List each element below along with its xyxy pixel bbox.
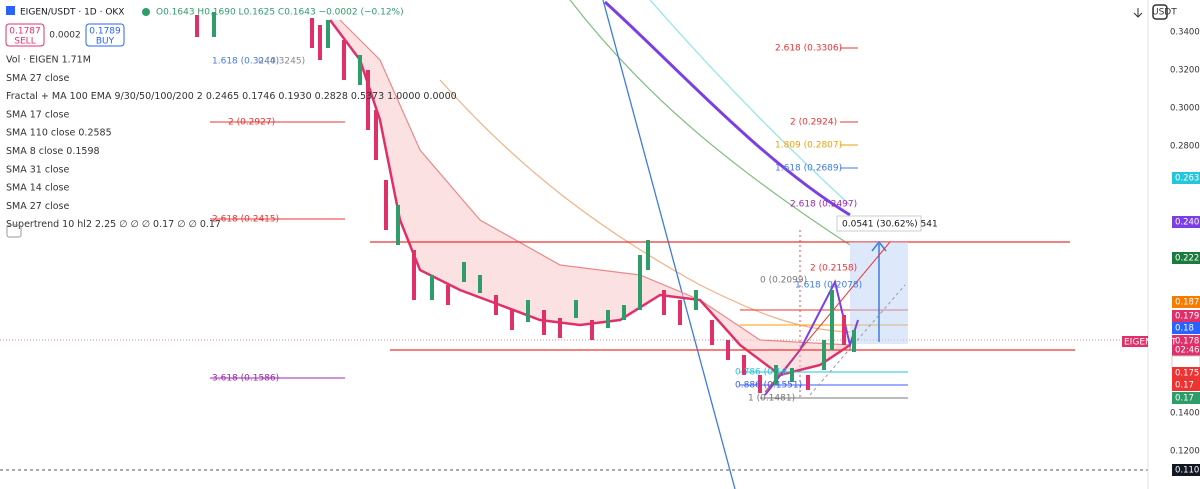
sell-label: SELL [14, 37, 35, 47]
fib-label: 2.618 (0.2415) [212, 215, 279, 225]
indicator-legend: Vol · EIGEN 1.71M SMA 27 close Fractal + M… [6, 55, 457, 231]
indicator: SMA 27 close [6, 201, 69, 212]
fib-label: 3.618 (0.1586) [212, 374, 279, 384]
price-badge-text: 0.175 [1175, 369, 1199, 379]
indicator: SMA 17 close [6, 109, 69, 120]
measure-arrow [871, 240, 887, 252]
ema-line [569, 0, 851, 246]
price-ticks: 0.3400 0.3200 0.3000 0.2800 0.1400 0.1200 [1170, 28, 1200, 457]
price-badge-text: 0.187 [1175, 298, 1199, 308]
indicator: Supertrend 10 hl2 2.25 ∅ ∅ ∅ 0.17 ∅ ∅ 0.… [6, 219, 221, 230]
price-badge [1172, 379, 1200, 391]
indicator: SMA 14 close [6, 183, 69, 194]
ma-line [339, 19, 851, 346]
sell-button[interactable] [5, 23, 45, 47]
price-badge-text: 0.18 [1175, 324, 1194, 334]
spread: 0.0002 [49, 31, 81, 41]
price-badge [1172, 296, 1200, 308]
fib-label: 1.618 (0.2689) [775, 164, 842, 174]
price-badge [1172, 392, 1200, 404]
price-badge-text: 0.17 [1175, 394, 1194, 404]
cloud [330, 20, 850, 375]
price-axis [1148, 0, 1200, 489]
fib-label: 0.786 (0.16 [735, 368, 787, 378]
measure-label: 0.0541 (30.62%) 541 [842, 220, 938, 230]
fib-labels: 2.618 (0.3306) 1.618 (0.3244)0 (0.3245) 2 … [212, 44, 862, 404]
measure-label-box [836, 215, 922, 232]
price-tick: 0.3000 [1170, 104, 1200, 114]
price-badge [1172, 464, 1200, 476]
candles [195, 12, 856, 393]
ema-line [649, 0, 851, 206]
price-badge-text: 0.17 [1175, 381, 1194, 391]
price-badge-text: 02:46 [1175, 346, 1200, 356]
screenshot-button[interactable] [1152, 4, 1168, 20]
price-badge [1172, 216, 1200, 228]
buy-button[interactable] [85, 23, 125, 47]
price-tick: 0.1200 [1170, 447, 1200, 457]
price-tick: 0.3400 [1170, 28, 1200, 38]
price-badge [1172, 367, 1200, 379]
fib-label: 1 (0.1481) [748, 394, 795, 404]
price-badge [1172, 252, 1200, 264]
ohlc: O0.1643 H0.1690 L0.1625 C0.1643 −0.0002 … [156, 8, 404, 18]
price-badge-text: 0.177 [1175, 358, 1199, 368]
indicator: SMA 110 close 0.2585 [6, 128, 112, 139]
fib-label: 2 (0.2158) [810, 264, 857, 274]
price-tick: 0.2800 [1170, 142, 1200, 152]
indicator: SMA 31 close [6, 164, 69, 175]
price-badge-text: 0.240 [1175, 218, 1199, 228]
fib-label: 2 (0.2924) [790, 118, 837, 128]
price-badge [1172, 322, 1200, 334]
price-badge-text: 0.263 [1175, 174, 1199, 184]
channel-line [764, 241, 891, 393]
status-dot [142, 8, 150, 16]
indicator: SMA 27 close [6, 73, 69, 84]
price-badge-text: 0.222 [1175, 254, 1199, 264]
fib-label: 0 (0.2099) [760, 276, 807, 286]
indicator: Fractal + MA 100 EMA 9/30/50/100/200 2 0… [6, 91, 457, 102]
indicator: SMA 8 close 0.1598 [6, 146, 100, 157]
symbol: EIGEN/USDT · 1D · OKX [20, 8, 124, 18]
currency: USDT [1152, 8, 1177, 18]
fib-label: 1.618 (0.3244) [212, 57, 279, 67]
fib-label: 2.618 (0.3306) [775, 44, 842, 54]
price-badge-text: 0.110 [1175, 466, 1199, 476]
fib-label: 0.886 (0.1551) [735, 381, 802, 391]
channel-line [809, 284, 906, 396]
fib-label: 0 (0.3245) [258, 57, 305, 67]
fib-label: 2 (0.2927) [228, 118, 275, 128]
price-tick: 0.1400 [1170, 409, 1200, 419]
fib-label: 2.618 (0.2497) [790, 200, 857, 210]
price-badge-text: 0.179 [1175, 312, 1199, 322]
ema-line [439, 79, 851, 333]
fib-label: 1.618 (0.2078) [795, 281, 862, 291]
sell-price: 0.1787 [9, 27, 41, 37]
ema-line [603, 0, 851, 217]
buy-label: BUY [96, 37, 115, 47]
price-badge-text: 0.178 [1175, 337, 1199, 347]
buy-price: 0.1789 [89, 27, 121, 37]
logo [6, 6, 15, 15]
scroll-button[interactable] [1133, 8, 1143, 18]
collapse-button[interactable] [6, 224, 22, 238]
trend-line [602, 0, 736, 489]
price-badge [1172, 310, 1200, 322]
price-badge [1172, 172, 1200, 184]
price-badge [1172, 344, 1200, 356]
fib-label: 1.809 (0.2807) [775, 141, 842, 151]
price-tick: 0.3200 [1170, 66, 1200, 76]
symbol-tag-text: EIGENUSDT [1124, 338, 1177, 348]
indicator: Vol · EIGEN 1.71M [6, 55, 91, 66]
symbol-tag [1122, 336, 1148, 347]
